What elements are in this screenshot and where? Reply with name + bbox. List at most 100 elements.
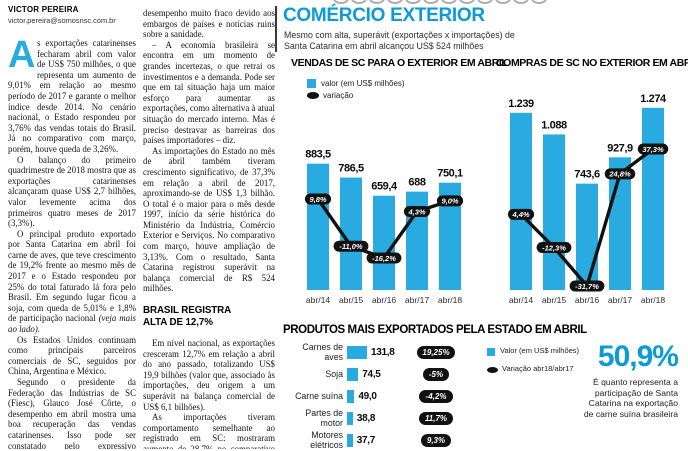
category-label: abr/16	[575, 295, 600, 305]
halftone-dot	[477, 0, 493, 4]
product-row: Motores elétricos 37,7 9,3%	[283, 429, 483, 451]
paragraph: Segundo o presidente da Federação das In…	[8, 377, 136, 449]
halftone-dot	[369, 0, 385, 4]
chart-exports: 883,5 abr/14 786,5 abr/15 659,4 abr/16 688 abr/…	[304, 149, 464, 305]
category-label: abr/14	[509, 295, 534, 305]
byline-email: victor.pereira@somosnsc.com.br	[8, 16, 116, 25]
variation-badge	[637, 143, 669, 155]
variation-badge-label: 9,0%	[441, 197, 458, 206]
halftone-dot	[495, 0, 511, 4]
variation-badge-label: -31,7%	[575, 282, 599, 291]
value-swatch-icon	[307, 79, 316, 88]
product-label: Soja	[325, 369, 343, 379]
highlight-stat: 50,9% É quanto representa a participação…	[578, 340, 679, 419]
chart-imports-title: COMPRAS DE SC NO EXTERIOR EM ABRIL	[496, 57, 688, 69]
article: VICTOR PEREIRA victor.pereira@somosnsc.c…	[8, 5, 275, 449]
variation-badge-label: 4,4%	[511, 210, 529, 219]
product-row: Soja 74,5 -5%	[283, 363, 483, 385]
product-value: 38,8	[356, 412, 376, 424]
legend-item-variation: variação	[307, 91, 405, 100]
product-bar	[347, 411, 353, 425]
products-legend-value-label: Valor (em US$ milhões)	[500, 346, 580, 355]
bar-value-label: 786,5	[338, 163, 364, 175]
variation-badge	[403, 205, 431, 217]
product-row: Carne suína 49,0 -4,2%	[283, 385, 483, 407]
infographic-panel: COMÉRCIO EXTERIOR Mesmo com alta, superá…	[275, 0, 688, 451]
category-label: abr/14	[306, 295, 331, 305]
legend-item-variation: Variação abr18/abr17	[487, 364, 579, 374]
legend-item-value: valor (em US$ milhões)	[307, 79, 405, 88]
drop-cap: A	[8, 34, 36, 76]
infographic-title: COMÉRCIO EXTERIOR	[283, 5, 485, 26]
product-value: 49,0	[358, 390, 377, 402]
product-bar	[347, 389, 355, 403]
product-variation-badge: 19,25%	[417, 345, 455, 359]
bar	[373, 195, 395, 290]
paragraph: O principal produto exportado por Santa …	[8, 229, 136, 335]
subheadline-line2: ALTA DE 12,7%	[143, 317, 213, 329]
legend-item-value: Valor (em US$ milhões)	[487, 346, 580, 356]
product-label: Partes de motor	[305, 408, 343, 428]
bar-value-label: 743,6	[574, 169, 600, 181]
subheadline-line1: BRASIL REGISTRA	[143, 305, 232, 317]
legend-value-label: valor (em US$ milhões)	[321, 79, 405, 88]
product-row: Partes de motor 38,8 11,7%	[283, 407, 483, 429]
value-swatch-icon	[487, 348, 495, 356]
paragraph: Em nível nacional, as exportações cresce…	[143, 338, 275, 412]
halftone-dot	[459, 0, 475, 4]
article-column-1: VICTOR PEREIRA victor.pereira@somosnsc.c…	[8, 5, 136, 449]
halftone-dots-decoration	[333, 0, 549, 4]
bar	[340, 177, 362, 290]
category-label: abr/18	[641, 295, 666, 305]
bar-value-label: 927,9	[607, 142, 633, 154]
halftone-dot	[441, 0, 457, 4]
bar	[642, 107, 664, 291]
product-label: Carnes de aves	[302, 342, 343, 362]
halftone-dot	[351, 0, 367, 4]
paragraph-text: s exportações catarinenses fecharam abri…	[8, 38, 136, 154]
category-label: abr/15	[339, 295, 364, 305]
bar-value-label: 688	[408, 177, 425, 189]
halftone-dot	[423, 0, 439, 4]
bar-value-label: 1.274	[640, 93, 667, 105]
halftone-dot	[531, 0, 547, 4]
bar-value-label: 750,1	[437, 168, 463, 180]
paragraph: O balanço do primeiro quadrimestre de 20…	[8, 154, 136, 229]
bar	[510, 112, 532, 290]
variation-badge	[604, 168, 636, 180]
product-variation-badge: -5%	[423, 367, 449, 381]
product-value: 131,8	[371, 346, 395, 358]
variation-badge-label: -12,3%	[542, 243, 566, 252]
bar-value-label: 659,4	[371, 181, 398, 193]
product-bar	[347, 433, 353, 447]
variation-badge	[366, 252, 402, 264]
variation-dot-icon	[307, 92, 319, 99]
product-bar	[347, 367, 359, 381]
variation-dot-icon	[487, 367, 498, 373]
subheadline: BRASIL REGISTRA ALTA DE 12,7%	[143, 305, 275, 329]
paragraph: – A economia brasileira se encontra em u…	[143, 39, 275, 146]
article-column-2: desempenho muito fraco devido aos embarg…	[143, 5, 275, 449]
variation-badge	[436, 195, 464, 207]
legend-variation-label: variação	[323, 91, 354, 100]
stat-description: É quanto representa a participação de Sa…	[583, 377, 678, 419]
category-label: abr/17	[405, 295, 430, 305]
product-variation-badge: -4,2%	[419, 389, 453, 403]
product-value: 37,7	[356, 434, 376, 446]
chart-imports: 1.239 abr/14 1.088 abr/15 743,6 abr/16 927,9 ab…	[507, 93, 669, 305]
product-bar	[347, 345, 367, 359]
variation-badge	[507, 208, 535, 220]
variation-badge-label: -16,2%	[372, 254, 396, 263]
variation-badge	[569, 280, 605, 292]
variation-badge-label: 4,3%	[407, 207, 425, 216]
products-rows: Carnes de aves 131,8 19,25% Soja 74,5 -5% Carn…	[283, 341, 483, 451]
byline-author: VICTOR PEREIRA	[8, 5, 79, 14]
paragraph-italic: (veja mais ao lado).	[8, 313, 136, 335]
chart-products-title: PRODUTOS MAIS EXPORTADOS PELA ESTADO EM …	[283, 324, 587, 336]
category-label: abr/16	[372, 295, 397, 305]
products-legend: Valor (em US$ milhões) Variação abr18/ab…	[487, 346, 580, 383]
stat-value: 50,9%	[597, 340, 679, 373]
bar	[576, 183, 598, 290]
variation-badge	[536, 241, 572, 253]
category-label: abr/18	[438, 295, 463, 305]
